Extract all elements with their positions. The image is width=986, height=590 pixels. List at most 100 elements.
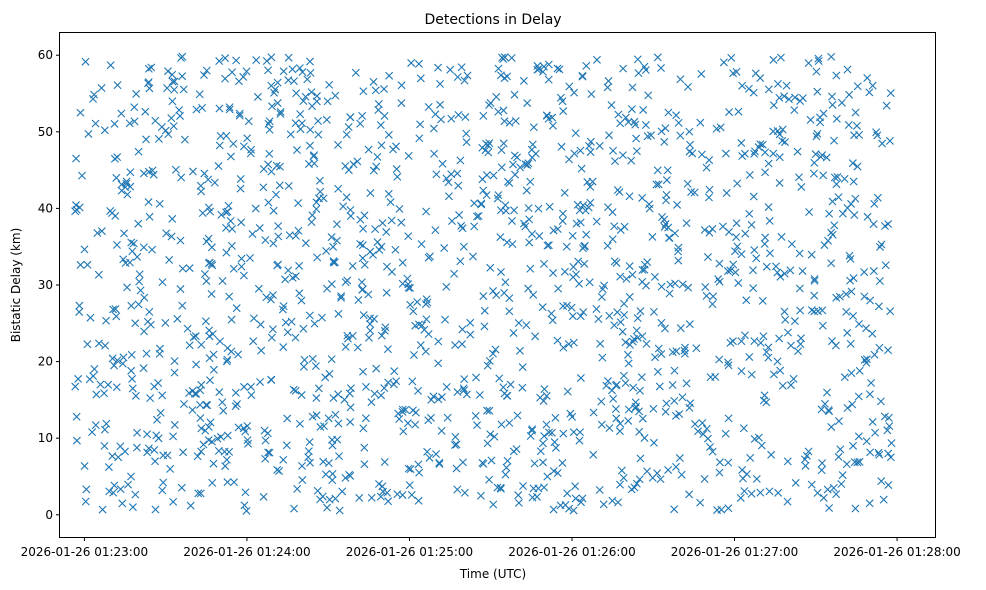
data-point <box>279 343 288 352</box>
data-point <box>649 307 658 316</box>
data-point <box>144 78 153 87</box>
data-point <box>616 318 625 327</box>
data-point <box>483 406 492 415</box>
data-point <box>269 206 278 215</box>
data-point <box>104 463 113 472</box>
data-point <box>771 262 780 271</box>
data-point <box>505 418 514 427</box>
data-point <box>480 322 489 331</box>
data-point <box>830 221 839 230</box>
data-point <box>604 377 612 386</box>
data-point <box>158 486 167 495</box>
data-point <box>197 380 206 389</box>
data-point <box>690 188 699 197</box>
data-point <box>875 277 884 285</box>
data-point <box>539 62 548 71</box>
data-point <box>228 224 237 233</box>
data-point <box>648 232 657 241</box>
data-point <box>298 119 307 128</box>
data-point <box>135 270 144 279</box>
data-point <box>341 161 350 170</box>
data-point <box>432 170 441 179</box>
data-point <box>776 53 785 62</box>
data-point <box>282 441 291 450</box>
data-point <box>192 105 201 114</box>
data-point <box>295 419 304 428</box>
data-point <box>732 233 741 242</box>
data-point <box>226 217 235 225</box>
data-point <box>300 355 309 364</box>
data-point <box>108 209 116 218</box>
data-point <box>229 139 238 148</box>
data-point <box>830 173 839 182</box>
data-point <box>528 425 537 434</box>
data-point <box>453 485 462 494</box>
data-point <box>188 167 197 176</box>
data-point <box>162 229 171 238</box>
data-point <box>273 261 282 270</box>
data-point <box>828 92 837 101</box>
data-point <box>680 349 689 358</box>
data-point <box>76 260 85 269</box>
data-point <box>511 116 520 125</box>
data-point <box>486 430 495 439</box>
data-point <box>702 163 711 172</box>
data-point <box>337 292 346 301</box>
data-point <box>497 163 506 172</box>
data-point <box>312 204 321 213</box>
data-point <box>249 337 258 346</box>
data-point <box>589 408 598 417</box>
data-point <box>329 258 338 267</box>
data-point <box>344 123 353 132</box>
data-point <box>248 230 257 239</box>
data-point <box>882 101 891 110</box>
data-point <box>242 506 251 515</box>
data-point <box>740 149 749 158</box>
data-point <box>597 293 606 301</box>
data-point <box>96 380 105 389</box>
data-point <box>216 337 224 346</box>
data-point <box>404 283 413 292</box>
data-point <box>843 328 852 337</box>
data-point <box>269 239 278 248</box>
data-point <box>354 296 363 305</box>
data-point <box>490 432 499 441</box>
data-point <box>297 391 306 400</box>
data-point <box>358 285 367 294</box>
data-point <box>199 440 208 449</box>
data-point <box>713 506 722 515</box>
data-point <box>429 392 438 401</box>
data-point <box>134 219 143 228</box>
data-point <box>531 332 540 341</box>
data-point <box>877 240 886 249</box>
data-point <box>289 77 298 86</box>
data-point <box>542 420 551 429</box>
data-point <box>397 81 406 90</box>
data-point <box>738 81 747 90</box>
data-point <box>503 238 512 247</box>
data-point <box>437 426 446 435</box>
data-point <box>213 434 222 443</box>
data-point <box>322 246 331 255</box>
data-point <box>775 93 784 102</box>
data-point <box>682 379 691 388</box>
y-tick-label: 50 <box>38 125 53 139</box>
data-point <box>267 375 276 384</box>
data-point <box>878 139 887 148</box>
data-point <box>793 147 802 156</box>
data-point <box>409 307 418 316</box>
data-point <box>403 419 412 428</box>
data-point <box>122 177 131 186</box>
data-point <box>215 388 224 397</box>
data-point <box>395 415 404 423</box>
data-point <box>453 388 462 397</box>
data-point <box>309 152 318 161</box>
data-point <box>508 240 517 249</box>
data-point <box>456 257 465 266</box>
data-point <box>173 314 182 323</box>
data-point <box>81 497 90 506</box>
data-point <box>612 380 621 389</box>
data-point <box>179 400 188 409</box>
data-point <box>144 198 153 207</box>
data-point <box>568 231 577 240</box>
